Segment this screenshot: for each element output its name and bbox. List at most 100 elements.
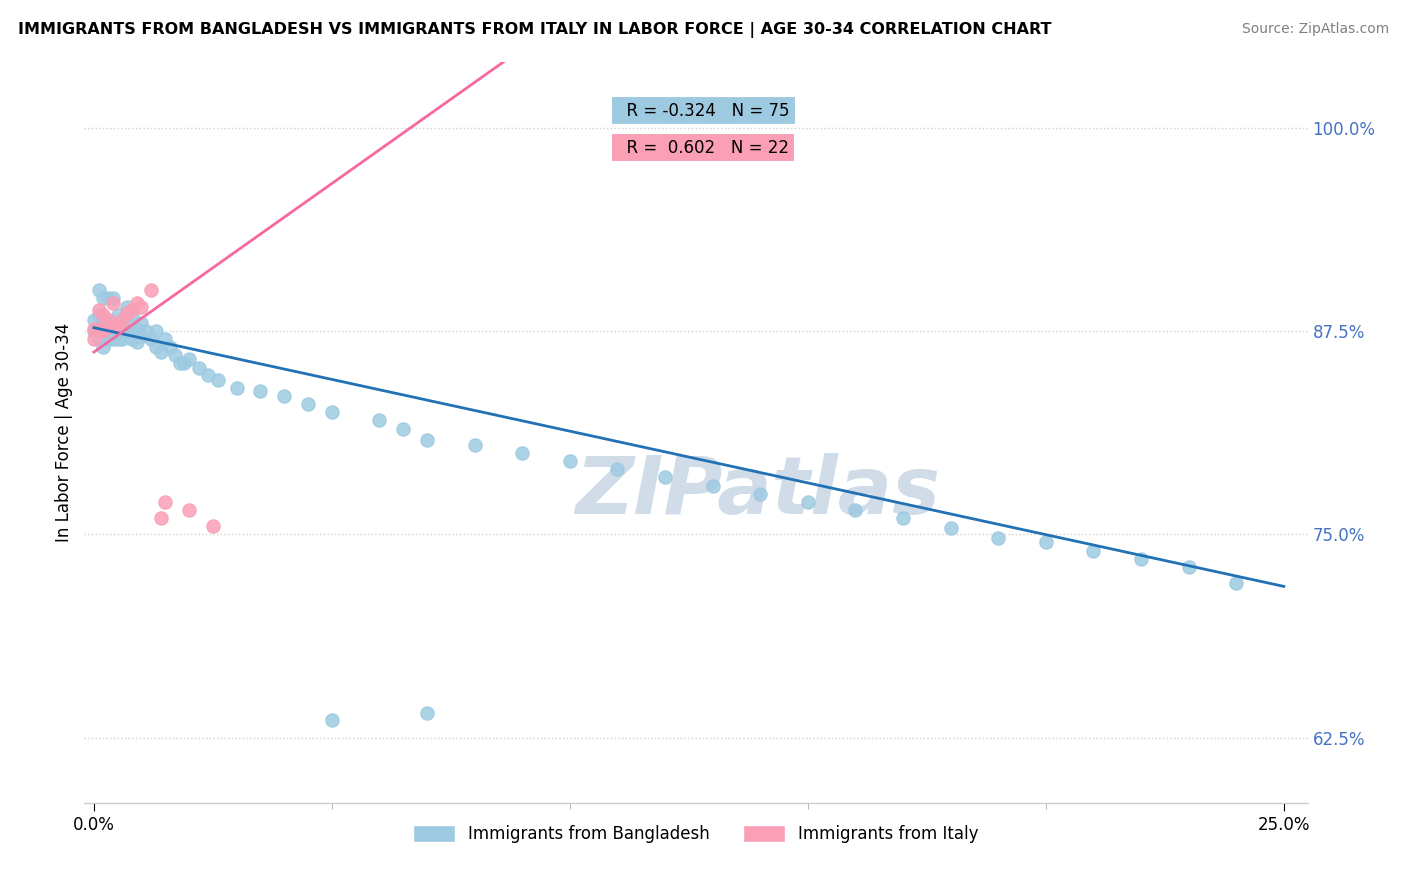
Point [101,296,124,310]
Point [125,322,148,336]
Point [131,316,153,330]
Point [149,345,172,359]
Point [121,302,143,317]
Point [177,503,200,517]
Point [111,316,134,330]
Point [797,495,820,509]
Point [177,351,200,366]
Point [115,306,138,320]
Point [1130,551,1153,566]
Point [121,324,143,338]
Point [273,389,295,403]
Point [97,332,120,346]
Point [159,340,181,354]
Point [83,332,105,346]
Point [111,312,134,326]
Point [145,340,167,354]
Point [93,324,115,338]
Point [87,308,110,322]
Point [107,324,129,338]
Point [139,283,162,297]
Point [111,324,134,338]
Text: R = -0.324   N = 75: R = -0.324 N = 75 [616,102,790,120]
Point [115,312,138,326]
Point [87,302,110,317]
Point [197,368,219,382]
Point [101,319,124,334]
Point [416,706,439,721]
Point [606,462,628,476]
Point [101,324,124,338]
Text: ZIPatlas: ZIPatlas [575,453,939,531]
Point [107,316,129,330]
Point [115,300,138,314]
Point [654,470,676,484]
Point [87,283,110,297]
Point [1083,543,1105,558]
Point [297,397,319,411]
Text: IMMIGRANTS FROM BANGLADESH VS IMMIGRANTS FROM ITALY IN LABOR FORCE | AGE 30-34 C: IMMIGRANTS FROM BANGLADESH VS IMMIGRANTS… [18,22,1052,38]
Point [321,713,343,727]
Point [987,531,1010,545]
Point [111,332,134,346]
Point [510,446,533,460]
Point [1225,576,1247,591]
Point [125,335,148,350]
Point [225,381,247,395]
Y-axis label: In Labor Force | Age 30-34: In Labor Force | Age 30-34 [55,323,73,542]
Point [83,322,105,336]
Point [93,340,115,354]
Point [392,421,415,435]
Point [464,438,486,452]
Point [131,328,153,343]
Point [101,292,124,306]
Point [125,296,148,310]
Point [97,319,120,334]
Point [173,356,195,370]
Point [368,413,391,427]
Point [1035,535,1057,549]
Point [201,519,224,533]
Point [169,356,191,370]
Point [149,511,172,525]
Point [107,319,129,334]
Point [163,348,186,362]
Point [115,324,138,338]
Point [131,300,153,314]
Text: R =  0.602   N = 22: R = 0.602 N = 22 [616,138,789,157]
Legend: Immigrants from Bangladesh, Immigrants from Italy: Immigrants from Bangladesh, Immigrants f… [406,819,986,850]
Point [97,312,120,326]
Point [107,332,129,346]
Point [139,332,162,346]
Point [121,308,143,322]
Point [155,495,177,509]
Point [135,324,157,338]
Point [416,433,439,447]
Point [97,292,120,306]
Point [749,486,772,500]
Point [83,324,105,338]
Point [93,322,115,336]
Point [155,332,177,346]
Point [145,324,167,338]
Point [97,324,120,338]
Text: Source: ZipAtlas.com: Source: ZipAtlas.com [1241,22,1389,37]
Point [83,312,105,326]
Point [87,322,110,336]
Point [93,316,115,330]
Point [101,316,124,330]
Point [93,308,115,322]
Point [87,332,110,346]
Point [891,511,914,525]
Point [97,316,120,330]
Point [321,405,343,419]
Point [101,332,124,346]
Point [249,384,271,398]
Point [93,292,115,306]
Point [844,503,866,517]
Point [121,332,143,346]
Point [93,324,115,338]
Point [1177,559,1199,574]
Point [207,373,229,387]
Point [558,454,581,468]
